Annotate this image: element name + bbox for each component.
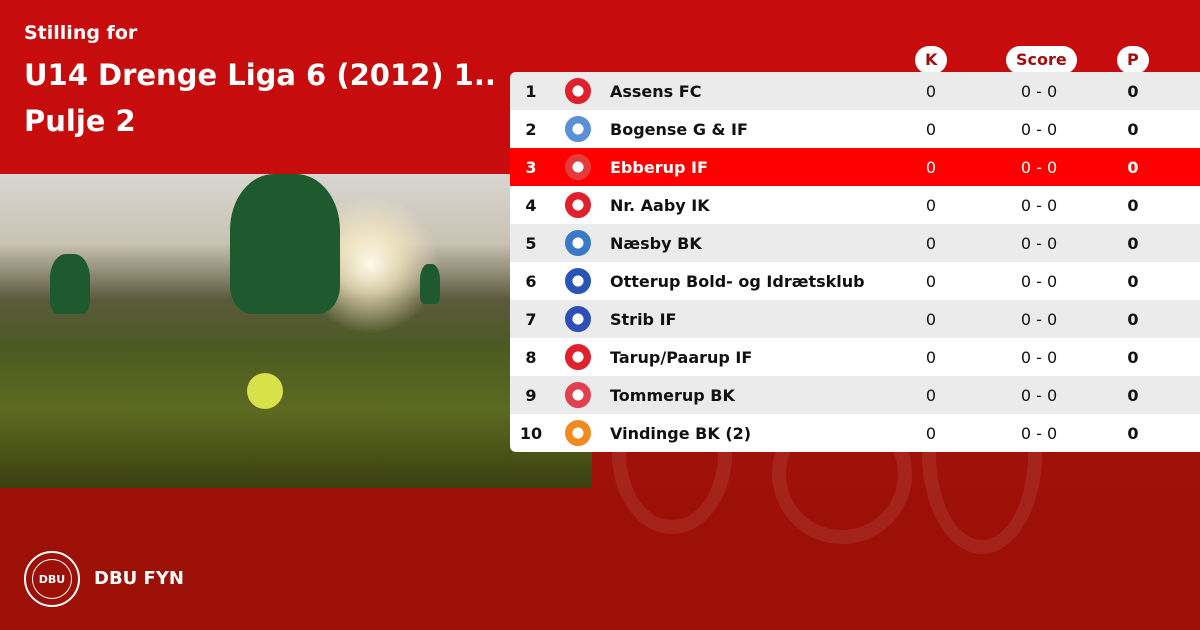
- rank: 8: [525, 347, 537, 367]
- matches-played: 0: [925, 233, 937, 253]
- player-figure: [50, 254, 90, 314]
- team-name: Assens FC: [610, 81, 702, 101]
- team-name: Tarup/Paarup IF: [610, 347, 753, 367]
- team-name: Nr. Aaby IK: [610, 195, 710, 215]
- team-name: Vindinge BK (2): [610, 423, 752, 443]
- points: 0: [1127, 195, 1139, 215]
- score: 0 - 0: [1020, 157, 1058, 177]
- club-logo-icon: [565, 154, 591, 180]
- club-logo-icon: [565, 420, 591, 446]
- points: 0: [1127, 157, 1139, 177]
- table-row[interactable]: 7 Strib IF 0 0 - 0 0: [510, 300, 1200, 338]
- club-logo-icon: [565, 78, 591, 104]
- score: 0 - 0: [1020, 309, 1058, 329]
- matches-played: 0: [925, 309, 937, 329]
- score: 0 - 0: [1020, 233, 1058, 253]
- points: 0: [1127, 385, 1139, 405]
- score: 0 - 0: [1020, 423, 1058, 443]
- matches-played: 0: [925, 385, 937, 405]
- club-logo-icon: [565, 306, 591, 332]
- rank: 7: [525, 309, 537, 329]
- points: 0: [1127, 423, 1139, 443]
- brand-name: DBU FYN: [94, 568, 184, 589]
- matches-played: 0: [925, 119, 937, 139]
- table-row[interactable]: 3 Ebberup IF 0 0 - 0 0: [510, 148, 1200, 186]
- table-row[interactable]: 10 Vindinge BK (2) 0 0 - 0 0: [510, 414, 1200, 452]
- rank: 3: [525, 157, 537, 177]
- table-row[interactable]: 2 Bogense G & IF 0 0 - 0 0: [510, 110, 1200, 148]
- football-photo: [0, 174, 592, 488]
- table-row[interactable]: 6 Otterup Bold- og Idrætsklub 0 0 - 0 0: [510, 262, 1200, 300]
- club-logo-icon: [565, 192, 591, 218]
- rank: 2: [525, 119, 537, 139]
- matches-played: 0: [925, 271, 937, 291]
- team-name: Bogense G & IF: [610, 119, 748, 139]
- club-logo-icon: [565, 116, 591, 142]
- table-row[interactable]: 5 Næsby BK 0 0 - 0 0: [510, 224, 1200, 262]
- football: [247, 373, 283, 409]
- club-logo-icon: [565, 344, 591, 370]
- score: 0 - 0: [1020, 119, 1058, 139]
- rank: 6: [525, 271, 537, 291]
- points: 0: [1127, 81, 1139, 101]
- score: 0 - 0: [1020, 385, 1058, 405]
- club-logo-icon: [565, 230, 591, 256]
- column-header-score: Score: [1006, 46, 1077, 74]
- club-logo-icon: [565, 268, 591, 294]
- team-name: Otterup Bold- og Idrætsklub: [610, 271, 865, 291]
- team-name: Ebberup IF: [610, 157, 708, 177]
- player-figure: [420, 264, 440, 304]
- column-header-k: K: [915, 46, 948, 74]
- dbu-logo: DBU: [24, 551, 80, 607]
- matches-played: 0: [925, 157, 937, 177]
- rank: 1: [525, 81, 537, 101]
- rank: 9: [525, 385, 537, 405]
- points: 0: [1127, 119, 1139, 139]
- points: 0: [1127, 271, 1139, 291]
- points: 0: [1127, 309, 1139, 329]
- subtitle: Stilling for: [24, 22, 138, 44]
- team-name: Næsby BK: [610, 233, 702, 253]
- points: 0: [1127, 347, 1139, 367]
- rank: 4: [525, 195, 537, 215]
- score: 0 - 0: [1020, 195, 1058, 215]
- player-figure: [230, 174, 340, 314]
- score: 0 - 0: [1020, 271, 1058, 291]
- column-header-p: P: [1117, 46, 1149, 74]
- team-name: Strib IF: [610, 309, 677, 329]
- team-name: Tommerup BK: [610, 385, 735, 405]
- club-logo-icon: [565, 382, 591, 408]
- score: 0 - 0: [1020, 81, 1058, 101]
- matches-played: 0: [925, 347, 937, 367]
- matches-played: 0: [925, 195, 937, 215]
- score: 0 - 0: [1020, 347, 1058, 367]
- points: 0: [1127, 233, 1139, 253]
- table-row[interactable]: 9 Tommerup BK 0 0 - 0 0: [510, 376, 1200, 414]
- matches-played: 0: [925, 423, 937, 443]
- matches-played: 0: [925, 81, 937, 101]
- rank: 10: [519, 423, 543, 443]
- page-title: U14 Drenge Liga 6 (2012) 1.. Pulje 2: [24, 58, 496, 138]
- table-row[interactable]: 8 Tarup/Paarup IF 0 0 - 0 0: [510, 338, 1200, 376]
- rank: 5: [525, 233, 537, 253]
- table-row[interactable]: 1 Assens FC 0 0 - 0 0: [510, 72, 1200, 110]
- table-row[interactable]: 4 Nr. Aaby IK 0 0 - 0 0: [510, 186, 1200, 224]
